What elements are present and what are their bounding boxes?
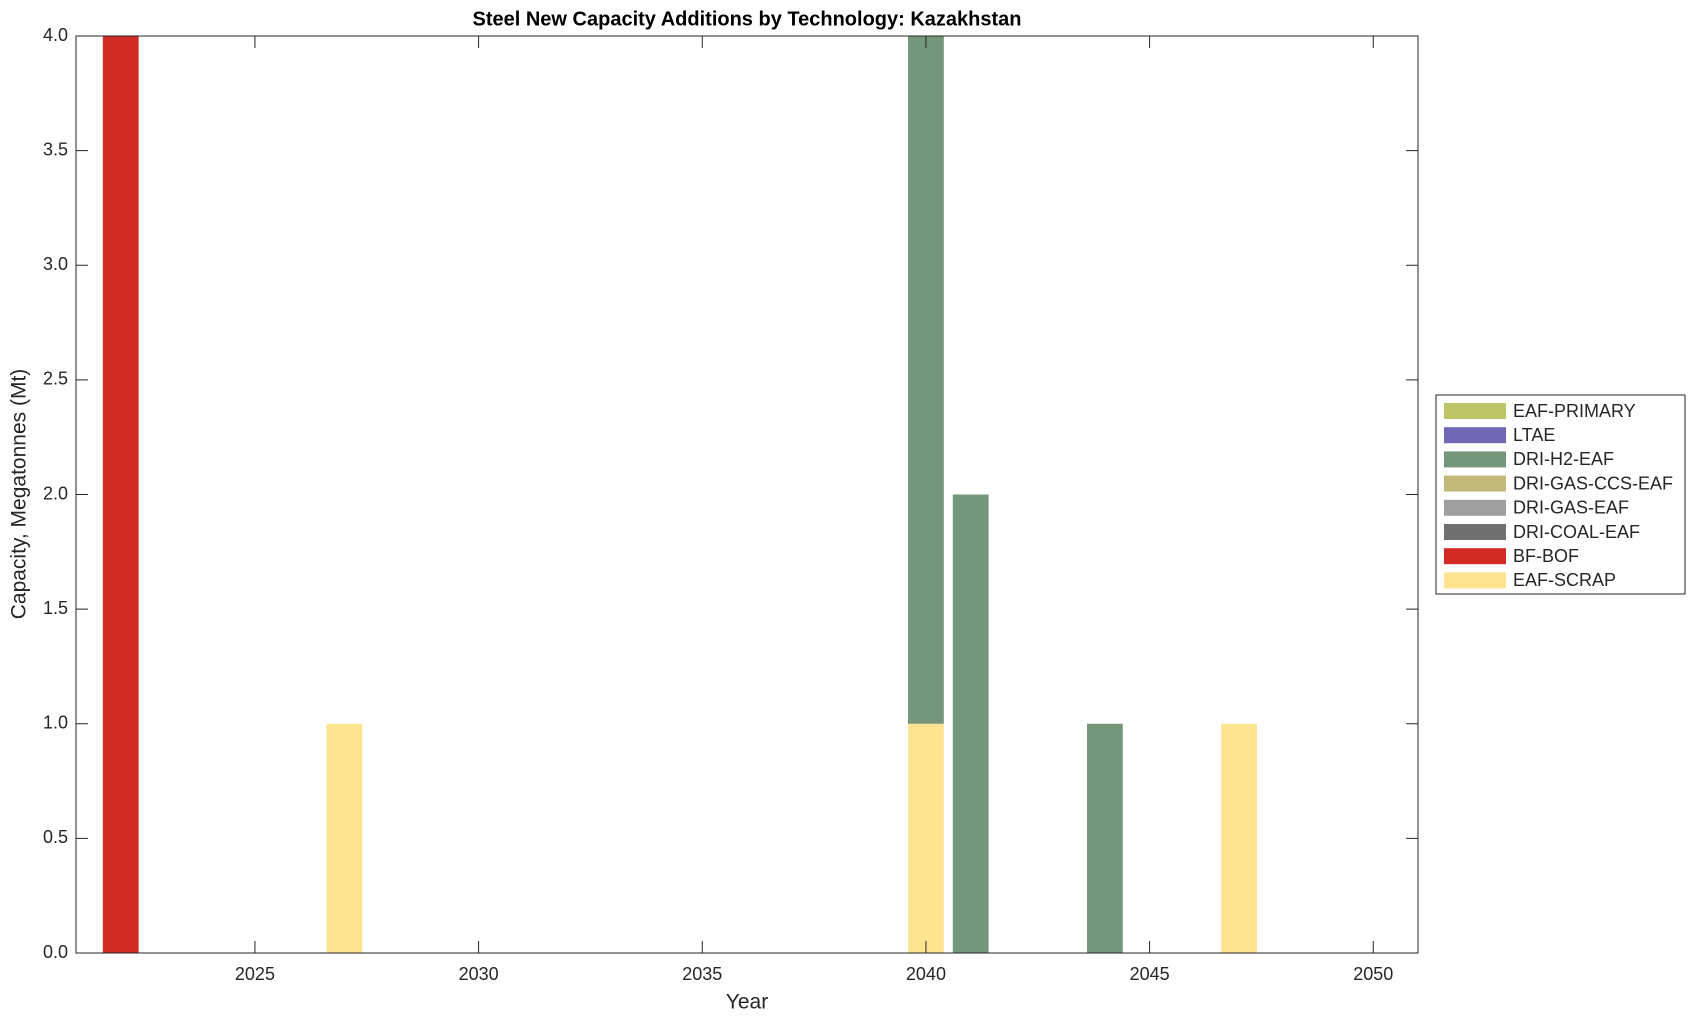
bar-segment	[326, 723, 363, 953]
bar-segment	[1086, 723, 1123, 953]
y-tick-label: 0.0	[43, 942, 68, 962]
legend-label: EAF-PRIMARY	[1513, 401, 1636, 421]
y-tick-label: 4.0	[43, 25, 68, 45]
legend-label: DRI-COAL-EAF	[1513, 522, 1640, 542]
x-tick-label: 2025	[235, 964, 275, 984]
y-tick-label: 3.5	[43, 139, 68, 159]
y-tick-label: 3.0	[43, 254, 68, 274]
bar-segment	[102, 36, 139, 953]
legend-label: DRI-GAS-CCS-EAF	[1513, 473, 1673, 493]
legend-swatch	[1444, 427, 1506, 444]
legend-swatch	[1444, 475, 1506, 492]
chart-title: Steel New Capacity Additions by Technolo…	[473, 8, 1022, 30]
y-tick-label: 2.0	[43, 483, 68, 503]
y-tick-label: 1.0	[43, 713, 68, 733]
x-tick-label: 2040	[906, 964, 946, 984]
bar-segment	[908, 723, 944, 953]
bar-segment	[1221, 723, 1257, 953]
x-tick-label: 2045	[1130, 964, 1170, 984]
y-tick-label: 2.5	[43, 369, 68, 389]
bar-segment	[908, 36, 944, 724]
y-axis-label: Capacity, Megatonnes (Mt)	[8, 369, 31, 620]
bar-segment	[952, 494, 989, 953]
axes-box	[75, 35, 1419, 954]
x-axis-label: Year	[726, 991, 768, 1014]
legend-swatch	[1444, 524, 1506, 540]
y-tick-label: 0.5	[43, 827, 68, 847]
plot-area	[102, 36, 1257, 953]
x-tick-label: 2050	[1353, 964, 1393, 984]
legend-swatch	[1444, 499, 1506, 516]
legend-label: DRI-H2-EAF	[1513, 449, 1614, 469]
x-tick-label: 2030	[459, 964, 499, 984]
legend-label: DRI-GAS-EAF	[1513, 498, 1629, 518]
y-tick-label: 1.5	[43, 598, 68, 618]
legend-swatch	[1444, 403, 1506, 419]
legend-label: EAF-SCRAP	[1513, 570, 1616, 590]
legend-swatch	[1444, 572, 1506, 589]
legend-label: LTAE	[1513, 425, 1555, 445]
legend-swatch	[1444, 451, 1506, 468]
legend-label: BF-BOF	[1513, 546, 1579, 566]
x-tick-label: 2035	[682, 964, 722, 984]
legend-swatch	[1444, 548, 1506, 565]
